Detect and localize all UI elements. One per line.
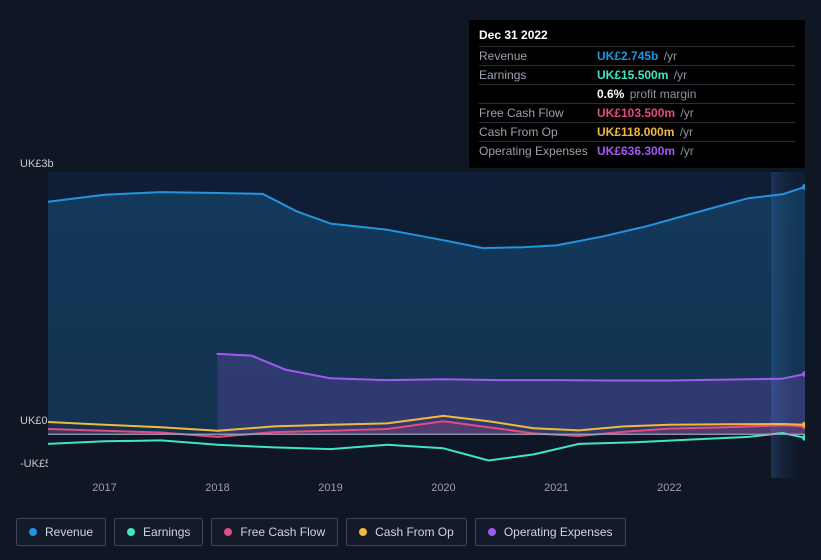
- tooltip-row-label: Free Cash Flow: [479, 106, 597, 120]
- tooltip-row-value: 0.6% profit margin: [597, 87, 795, 101]
- x-axis-tick-label: 2017: [92, 482, 116, 494]
- tooltip-row: Free Cash FlowUK£103.500m /yr: [479, 103, 795, 122]
- legend-item-label: Earnings: [143, 525, 190, 539]
- tooltip-row: 0.6% profit margin: [479, 84, 795, 103]
- legend-item[interactable]: Operating Expenses: [475, 518, 626, 546]
- tooltip-row-value: UK£118.000m /yr: [597, 125, 795, 139]
- tooltip-date: Dec 31 2022: [479, 26, 795, 46]
- legend-item-label: Revenue: [45, 525, 93, 539]
- legend-dot-icon: [127, 528, 135, 536]
- tooltip-row-value: UK£2.745b /yr: [597, 49, 795, 63]
- legend-item[interactable]: Earnings: [114, 518, 203, 546]
- tooltip-row-value: UK£103.500m /yr: [597, 106, 795, 120]
- y-axis-label-zero: UK£0: [20, 415, 48, 427]
- legend-item-label: Free Cash Flow: [240, 525, 325, 539]
- tooltip-row-label: Operating Expenses: [479, 144, 597, 158]
- tooltip-row-label: Earnings: [479, 68, 597, 82]
- chart-svg[interactable]: [48, 172, 805, 478]
- legend-item[interactable]: Free Cash Flow: [211, 518, 338, 546]
- tooltip-row: Operating ExpensesUK£636.300m /yr: [479, 141, 795, 160]
- x-axis-tick-label: 2020: [431, 482, 455, 494]
- legend-dot-icon: [488, 528, 496, 536]
- tooltip-row-value: UK£636.300m /yr: [597, 144, 795, 158]
- y-axis-label-top: UK£3b: [20, 158, 54, 170]
- tooltip-row: Cash From OpUK£118.000m /yr: [479, 122, 795, 141]
- financials-chart: UK£3b UK£0 -UK£500m 2017201820192: [16, 158, 805, 504]
- x-axis-tick-label: 2019: [318, 482, 342, 494]
- legend-item-label: Cash From Op: [375, 525, 454, 539]
- tooltip-row: RevenueUK£2.745b /yr: [479, 46, 795, 65]
- legend-dot-icon: [224, 528, 232, 536]
- legend-dot-icon: [29, 528, 37, 536]
- tooltip-row-value: UK£15.500m /yr: [597, 68, 795, 82]
- tooltip-row-label: [479, 87, 597, 101]
- chart-legend: Revenue Earnings Free Cash Flow Cash From O…: [16, 518, 626, 546]
- x-axis-tick-label: 2022: [657, 482, 681, 494]
- legend-dot-icon: [359, 528, 367, 536]
- legend-item-label: Operating Expenses: [504, 525, 613, 539]
- legend-item[interactable]: Revenue: [16, 518, 106, 546]
- x-axis-tick-label: 2021: [544, 482, 568, 494]
- chart-tooltip: Dec 31 2022 RevenueUK£2.745b /yrEarnings…: [469, 20, 805, 168]
- legend-item[interactable]: Cash From Op: [346, 518, 467, 546]
- x-axis-tick-label: 2018: [205, 482, 229, 494]
- tooltip-row: EarningsUK£15.500m /yr: [479, 65, 795, 84]
- tooltip-row-label: Cash From Op: [479, 125, 597, 139]
- tooltip-row-label: Revenue: [479, 49, 597, 63]
